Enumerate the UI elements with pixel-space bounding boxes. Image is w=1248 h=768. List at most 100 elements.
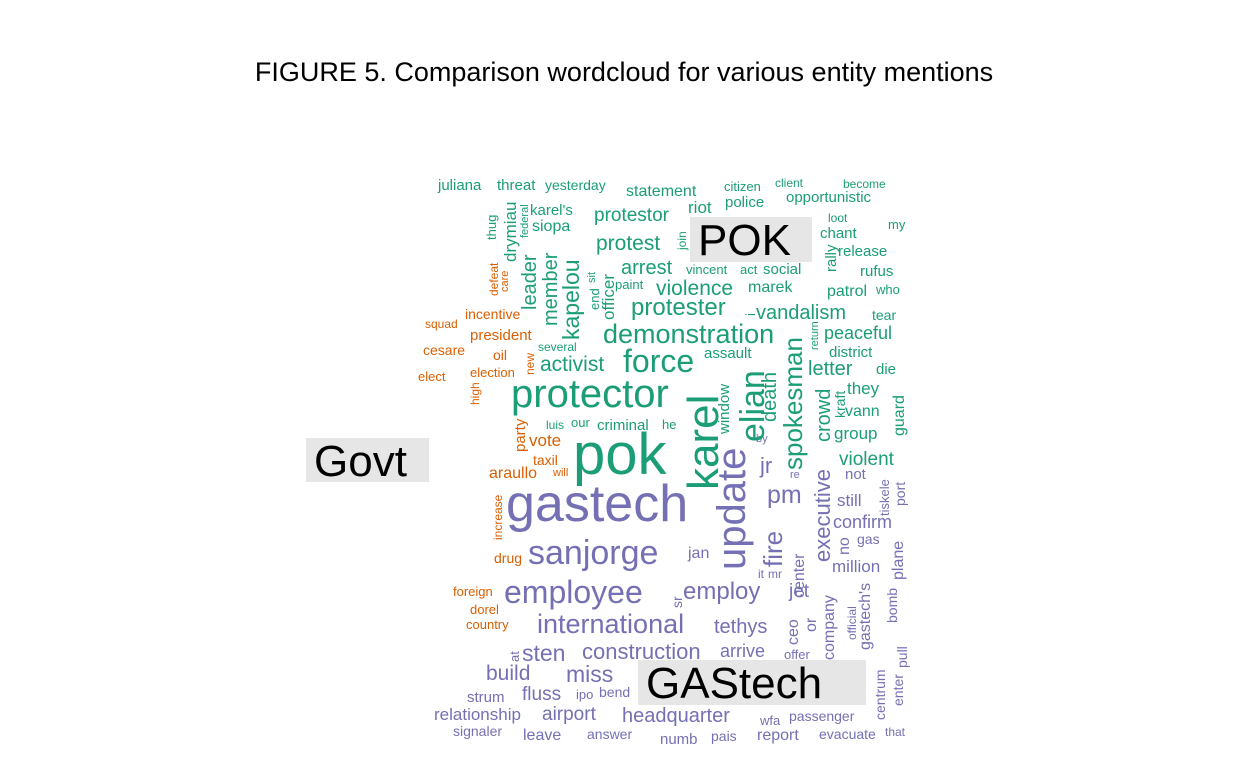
word-paint: paint bbox=[615, 277, 644, 292]
word-rally: rally bbox=[823, 244, 840, 272]
word-tiskele: tiskele bbox=[877, 479, 892, 516]
word-sr: sr bbox=[669, 596, 685, 608]
word-fire: fire bbox=[758, 530, 788, 567]
word-crowd: crowd bbox=[813, 388, 835, 442]
word-group: group bbox=[834, 424, 878, 443]
word-window: window bbox=[716, 383, 733, 434]
word-party: party bbox=[512, 418, 529, 452]
word-company: company bbox=[821, 595, 838, 660]
word-violent: violent bbox=[839, 449, 894, 470]
word-who: who bbox=[876, 282, 900, 297]
word-build: build bbox=[486, 662, 531, 685]
word-employ: employ bbox=[683, 578, 761, 605]
word-relationship: relationship bbox=[434, 705, 521, 724]
word-yesterday: yesterday bbox=[545, 177, 606, 193]
word-employee: employee bbox=[504, 574, 643, 610]
word-luis: luis bbox=[546, 418, 565, 432]
word-thug: thug bbox=[484, 214, 499, 240]
word-drymiau: drymiau bbox=[501, 201, 520, 262]
word-kapelou: kapelou bbox=[558, 259, 584, 340]
word-pm: pm bbox=[767, 481, 802, 509]
word-update: update bbox=[710, 447, 754, 570]
word-cesare: cesare bbox=[423, 342, 466, 358]
word-jan: jan bbox=[688, 545, 710, 562]
word-passenger: passenger bbox=[789, 708, 855, 724]
word-tethys: tethys bbox=[714, 616, 768, 638]
word-pok: pok bbox=[573, 422, 667, 487]
word-vandalism: vandalism bbox=[756, 302, 847, 324]
word-strum: strum bbox=[467, 689, 505, 706]
word-jr: jr bbox=[760, 453, 773, 478]
word-my: my bbox=[888, 217, 906, 232]
word-araullo: araullo bbox=[489, 465, 538, 482]
word-incentive: incentive bbox=[465, 306, 521, 322]
word-wfa: wfa bbox=[760, 713, 781, 728]
word-elect: elect bbox=[418, 369, 446, 384]
word-they: they bbox=[847, 379, 880, 398]
word-arrive: arrive bbox=[720, 641, 766, 661]
word-at: at bbox=[507, 651, 522, 662]
word-care: care bbox=[499, 270, 511, 292]
word-president: president bbox=[470, 327, 532, 344]
word-oil: oil bbox=[493, 347, 508, 363]
word-offer: offer bbox=[784, 647, 810, 662]
word-by: by bbox=[756, 433, 768, 445]
word-airport: airport bbox=[542, 704, 596, 725]
word-ipo: ipo bbox=[576, 687, 594, 702]
word-i: i bbox=[743, 313, 758, 316]
word-siopa: siopa bbox=[532, 218, 571, 235]
word-answer: answer bbox=[587, 726, 633, 742]
word-construction: construction bbox=[582, 639, 701, 664]
word-citizen: citizen bbox=[724, 179, 761, 194]
word-threat: threat bbox=[497, 177, 536, 194]
word-patrol: patrol bbox=[827, 283, 868, 300]
word-death: death bbox=[759, 371, 781, 422]
word-client: client bbox=[775, 176, 804, 190]
word-dorel: dorel bbox=[470, 602, 499, 617]
word-karel-s: karel's bbox=[530, 202, 573, 219]
word-numb: numb bbox=[660, 731, 698, 748]
word-gastech: gastech bbox=[506, 475, 689, 533]
word-end: end bbox=[587, 288, 602, 310]
word-confirm: confirm bbox=[833, 512, 893, 532]
word-ceo: ceo bbox=[785, 619, 802, 645]
word-increase: increase bbox=[491, 494, 505, 540]
word-die: die bbox=[876, 361, 897, 378]
word-protector: protector bbox=[511, 372, 669, 416]
word-peaceful: peaceful bbox=[824, 323, 893, 343]
word-loot: loot bbox=[828, 211, 848, 225]
word-protestor: protestor bbox=[594, 205, 669, 226]
word-he: he bbox=[662, 417, 677, 432]
word-arrest: arrest bbox=[621, 257, 673, 279]
word-foreign: foreign bbox=[453, 584, 493, 599]
group-label-gastech: GAStech bbox=[638, 660, 866, 706]
word-report: report bbox=[757, 727, 799, 744]
word-spokesman: spokesman bbox=[778, 337, 808, 470]
word-sanjorge: sanjorge bbox=[528, 534, 659, 572]
word-will: will bbox=[553, 467, 569, 479]
word-social: social bbox=[763, 261, 802, 278]
group-label-govt: Govt bbox=[306, 438, 429, 484]
word-gastech-s: gastech's bbox=[857, 582, 874, 650]
word-sten: sten bbox=[522, 640, 566, 666]
word-bend: bend bbox=[599, 684, 631, 700]
word-election: election bbox=[470, 365, 515, 380]
word-kraft: kraft bbox=[832, 390, 848, 418]
word-evacuate: evacuate bbox=[819, 726, 876, 742]
word-join: join bbox=[675, 231, 689, 250]
word-violence: violence bbox=[656, 277, 734, 300]
word-return: return bbox=[809, 321, 821, 350]
word-signaler: signaler bbox=[453, 723, 503, 739]
word-vincent: vincent bbox=[686, 262, 728, 277]
word-international: international bbox=[537, 609, 685, 639]
word-protester: protester bbox=[631, 294, 726, 321]
word-high: high bbox=[468, 382, 482, 405]
word-our: our bbox=[571, 415, 590, 430]
word-guard: guard bbox=[891, 395, 908, 436]
word-force: force bbox=[623, 343, 695, 379]
word-leader: leader bbox=[519, 254, 541, 310]
word-enter: enter bbox=[890, 674, 906, 706]
word-miss: miss bbox=[566, 661, 614, 687]
word-vote: vote bbox=[529, 431, 562, 450]
word-several: several bbox=[538, 340, 577, 354]
